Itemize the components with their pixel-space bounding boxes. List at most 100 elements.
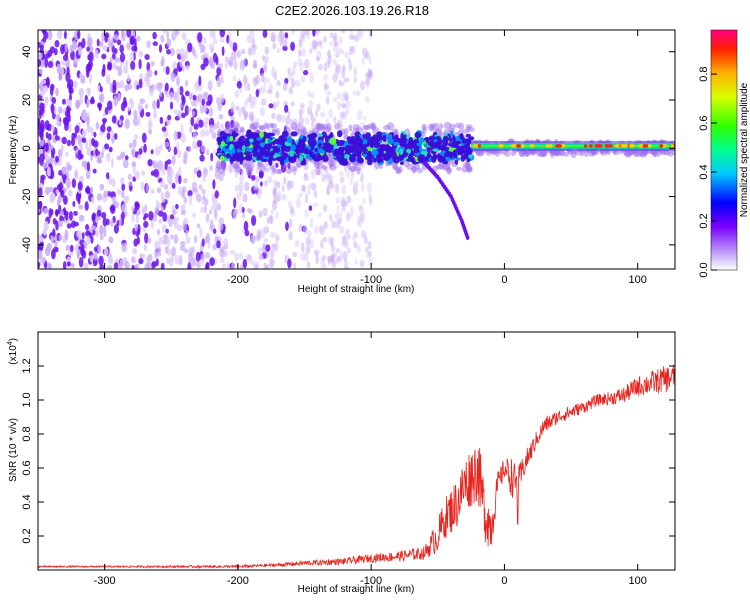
noise-blob [202, 194, 206, 201]
noise-blob [326, 185, 331, 196]
band-core-blob [414, 131, 422, 139]
noise-blob [181, 65, 185, 72]
noise-blob [327, 255, 334, 263]
band-core-blob [239, 142, 245, 147]
noise-blob [295, 197, 301, 209]
noise-blob [275, 162, 279, 168]
noise-blob [138, 58, 142, 70]
x-tick-label: -300 [94, 575, 116, 587]
noise-blob [205, 263, 209, 269]
noise-blob [287, 258, 292, 269]
noise-blob [351, 35, 357, 40]
noise-blob [344, 262, 348, 269]
noise-blob [238, 107, 242, 117]
noise-blob [131, 213, 135, 223]
noise-blob [112, 52, 116, 60]
noise-blob [96, 193, 102, 201]
noise-blob [313, 249, 320, 256]
noise-blob [196, 223, 201, 229]
noise-blob [354, 259, 358, 265]
noise-blob [80, 153, 84, 160]
noise-blob [349, 177, 353, 186]
noise-blob [366, 182, 373, 193]
noise-blob [168, 169, 174, 179]
y-tick-label: 20 [21, 94, 33, 106]
band-halo-blob [443, 121, 452, 130]
noise-blob [318, 63, 323, 71]
noise-blob [183, 248, 189, 254]
noise-blob [87, 63, 92, 72]
noise-blob [259, 107, 265, 117]
noise-blob [162, 66, 167, 74]
noise-blob [66, 106, 70, 117]
noise-blob [305, 245, 311, 254]
noise-blob [161, 126, 167, 132]
noise-blob [38, 117, 41, 124]
noise-blob [354, 35, 359, 43]
band-core-blob [441, 157, 447, 164]
band-core-blob [443, 139, 448, 147]
noise-blob [334, 211, 340, 221]
noise-blob [232, 75, 236, 82]
noise-blob [38, 147, 41, 155]
noise-blob [236, 50, 242, 58]
noise-blob [96, 209, 102, 217]
noise-blob [130, 99, 135, 110]
noise-blob [70, 138, 76, 147]
noise-blob [162, 212, 168, 222]
noise-blob [309, 238, 314, 249]
x-tick-label: 0 [501, 575, 507, 587]
noise-blob [65, 58, 70, 69]
noise-blob [98, 41, 104, 47]
noise-blob [331, 259, 337, 269]
tone-peak [588, 144, 593, 148]
tone-peak [604, 144, 609, 148]
noise-blob [93, 140, 99, 148]
spectrogram-y-ticks: -40 -20 0 20 40 [21, 46, 675, 253]
noise-blob [107, 61, 111, 67]
noise-blob [326, 186, 329, 195]
band-halo-blob [328, 159, 336, 167]
noise-blob [333, 58, 337, 66]
noise-blob [85, 224, 90, 231]
noise-blob [103, 247, 109, 257]
noise-blob [160, 34, 165, 43]
noise-blob [93, 131, 97, 138]
band-core-blob [273, 146, 280, 153]
noise-blob [153, 108, 157, 114]
noise-blob [78, 204, 83, 210]
noise-blob [359, 211, 365, 223]
noise-blob [132, 139, 137, 148]
noise-blob [284, 32, 289, 39]
noise-blob [96, 155, 102, 163]
noise-blob [242, 77, 248, 83]
noise-blob [226, 261, 230, 269]
noise-blob [93, 246, 98, 252]
noise-blob [325, 58, 329, 66]
noise-blob [141, 170, 146, 176]
noise-blob [152, 99, 157, 110]
noise-blob [202, 91, 208, 101]
noise-blob [69, 44, 74, 53]
noise-blob [187, 106, 191, 113]
noise-blob [269, 256, 274, 265]
noise-blob [328, 174, 333, 185]
band-core-blob [466, 139, 472, 144]
noise-blob [343, 236, 348, 246]
y-tick-label: 40 [21, 46, 33, 58]
noise-blob [222, 251, 227, 257]
spectrogram-y-axis-label: Frequency (Hz) [8, 116, 19, 185]
noise-blob [266, 89, 273, 94]
noise-blob [298, 115, 304, 127]
noise-blob [183, 196, 188, 204]
band-core-blob [453, 153, 458, 159]
noise-blob [203, 36, 207, 45]
noise-blob [137, 154, 142, 160]
snr-panel: -300 -200 -100 0 100 0.2 0.4 0.6 0.8 1.0 1.2 Heig… [7, 331, 676, 595]
noise-blob [94, 49, 99, 59]
noise-blob [360, 173, 364, 183]
noise-blob [299, 33, 304, 43]
noise-blob [218, 217, 224, 225]
band-core-blob [379, 152, 385, 158]
